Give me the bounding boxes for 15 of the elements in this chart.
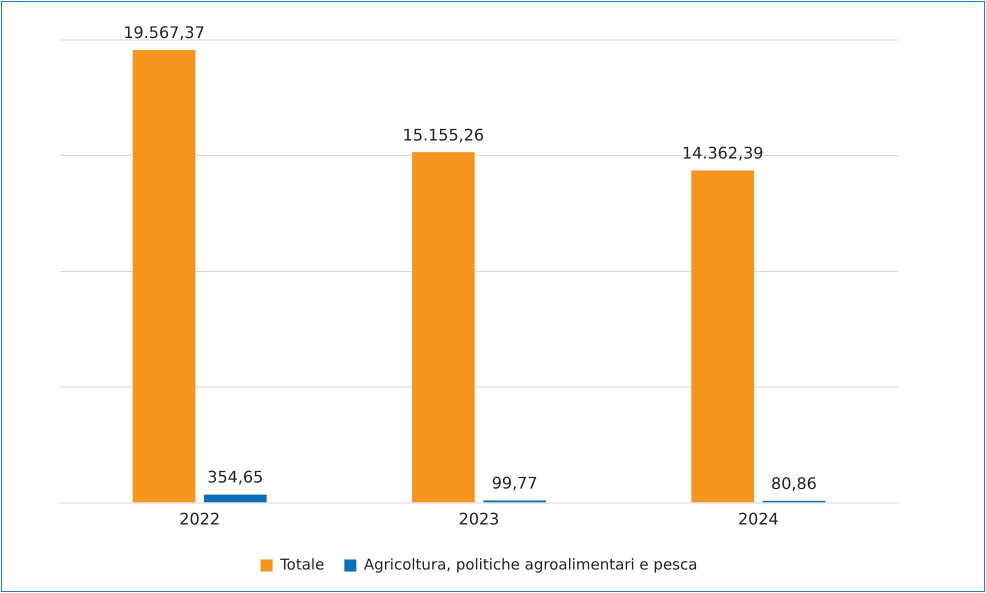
- data-label: 80,86: [771, 474, 817, 494]
- data-label: 19.567,37: [123, 23, 205, 42]
- x-tick-label: 2023: [458, 510, 500, 529]
- bar: [691, 170, 754, 502]
- legend-label: Agricoltura, politiche agroalimentari e pesca: [364, 555, 698, 574]
- legend-label: Totale: [279, 555, 324, 574]
- data-label: 15.155,26: [402, 125, 484, 144]
- bar: [412, 152, 475, 502]
- data-label: 14.362,39: [682, 144, 764, 163]
- x-tick-label: 2022: [179, 510, 220, 529]
- bar: [132, 50, 196, 502]
- bar: [204, 494, 267, 502]
- data-label: 99,77: [492, 474, 538, 493]
- data-label: 354,65: [207, 468, 264, 487]
- x-tick-label: 2024: [738, 510, 779, 529]
